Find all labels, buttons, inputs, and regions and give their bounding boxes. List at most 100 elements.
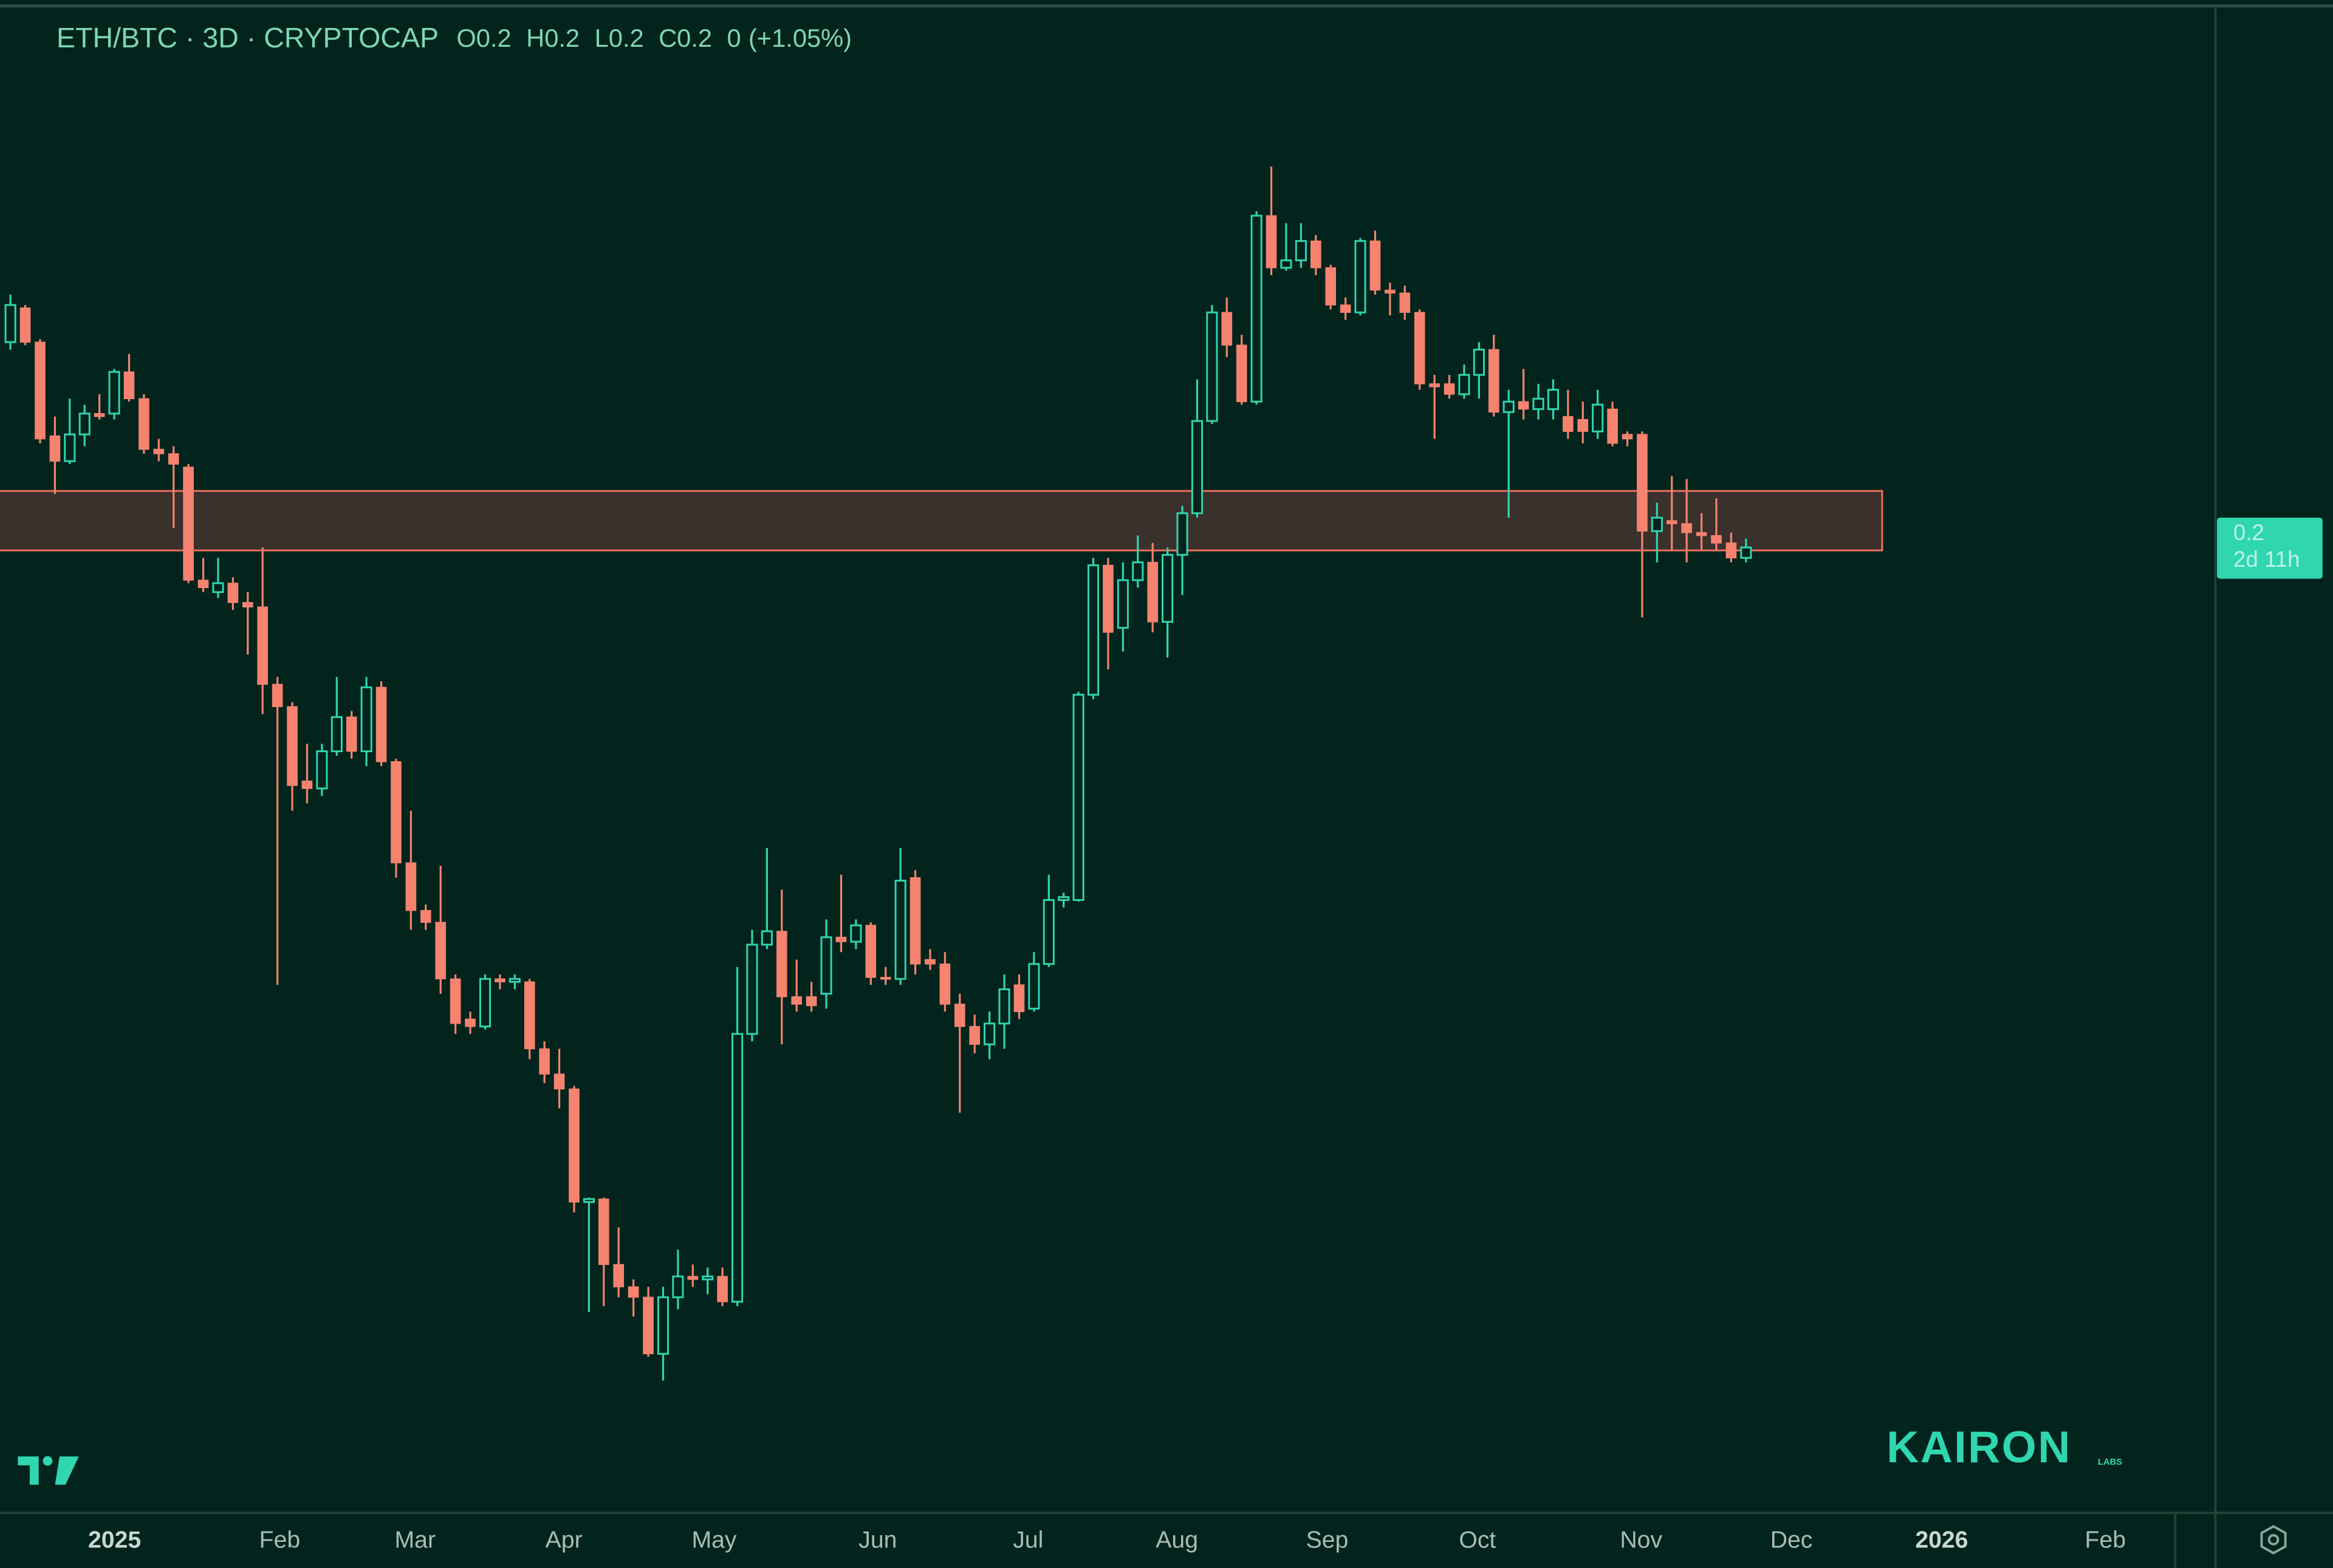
candle-body [746, 943, 758, 1035]
candle-body [242, 602, 253, 608]
legend-key: C [659, 24, 677, 52]
countdown: 2d 11h [2233, 547, 2300, 572]
candle-body [1132, 561, 1144, 581]
candle-body [776, 931, 787, 998]
price-label-text: 0.2 [2233, 520, 2264, 545]
candle-body [1206, 311, 1218, 422]
candle-body [301, 780, 313, 789]
legend-value: 0.2 [476, 24, 512, 52]
x-tick-label: Dec [1770, 1527, 1813, 1553]
candle-body [1236, 344, 1247, 402]
legend-key: O [456, 24, 476, 52]
candle-body [168, 453, 179, 465]
candle-body [539, 1048, 550, 1075]
candle-body [64, 433, 76, 462]
candle-body [1147, 561, 1159, 623]
x-tick-label: Feb [259, 1527, 301, 1553]
candle-body [375, 686, 387, 762]
price-label-box [2216, 518, 2323, 579]
legend-value: 0.2 [677, 24, 712, 52]
candle-body [998, 988, 1010, 1025]
candle-body [643, 1296, 654, 1355]
candle-body [910, 877, 921, 965]
candle-body [78, 413, 91, 436]
candle-body [1221, 312, 1233, 346]
candle-body [806, 996, 817, 1007]
candle-body [1369, 240, 1381, 291]
watermark-sub: LABS [2098, 1457, 2122, 1467]
candle-body [1028, 963, 1040, 1010]
x-tick-label: Feb [2085, 1527, 2126, 1553]
candle-body [1518, 401, 1529, 410]
candle-body [19, 307, 31, 343]
x-tick-label: Apr [546, 1527, 583, 1553]
x-tick-label: Mar [395, 1527, 436, 1553]
candle-body [272, 683, 283, 707]
x-tick-label: Nov [1620, 1527, 1662, 1553]
candle-body [420, 909, 431, 923]
candle-body [1117, 579, 1129, 629]
candle-body [1072, 694, 1084, 901]
zone [0, 490, 1883, 552]
candle-body [820, 936, 832, 995]
candle-body [1162, 553, 1174, 623]
candle-body [1547, 389, 1559, 410]
candle-body [1577, 419, 1589, 432]
candle-body [49, 435, 61, 462]
candle-body [1325, 267, 1337, 306]
candle-body [1696, 532, 1707, 536]
candle-body [4, 304, 16, 343]
candle-body [197, 580, 209, 588]
candle-body [123, 371, 135, 400]
candle-body [939, 964, 951, 1005]
candle-body [435, 922, 447, 980]
candle-body [1013, 984, 1025, 1012]
candle-body [465, 1018, 476, 1027]
icon-dot [2267, 1534, 2280, 1546]
candle-body [331, 716, 343, 753]
candle-body [1429, 383, 1440, 388]
candle-body [227, 583, 239, 603]
logo-part [43, 1456, 53, 1466]
candle-body [139, 398, 149, 450]
candle-body [1310, 240, 1321, 269]
candles [4, 166, 1752, 1381]
x-tick-label: Oct [1459, 1527, 1496, 1553]
candle-body [1711, 535, 1722, 544]
candle-body [1592, 403, 1604, 433]
candle-body [524, 981, 535, 1050]
candle-body [761, 930, 773, 946]
candle-body [1250, 214, 1262, 403]
x-tick-label: 2026 [1915, 1527, 1968, 1553]
tv-logo [18, 1456, 79, 1485]
candle-body [1087, 564, 1100, 696]
candle-body [1532, 397, 1544, 410]
candle-body [1725, 543, 1737, 559]
candle-body [153, 448, 165, 454]
candle-body [717, 1276, 728, 1303]
candle-body [316, 750, 328, 790]
candle-body [108, 371, 120, 415]
candle-body [1399, 292, 1411, 313]
header: ETH/BTC · 3D · CRYPTOCAP O0.2 H0.2 L0.2 C0.2… [57, 22, 852, 53]
candle-body [1563, 416, 1574, 432]
candle-body [672, 1275, 684, 1298]
time-axis: 2025 Feb Mar Apr May Jun Jul Aug Sep Oct Nov Dec 202… [88, 1527, 2126, 1553]
candle-body [35, 341, 46, 440]
candle-body [894, 880, 906, 980]
candle-body [1295, 240, 1307, 262]
settings-icon[interactable] [2260, 1525, 2287, 1555]
x-tick-label: Aug [1156, 1527, 1198, 1553]
candle-body [360, 686, 372, 753]
candle-body [183, 467, 194, 581]
legend-value: 0.2 [609, 24, 644, 52]
price-label: 0.22d 11h [2216, 518, 2323, 579]
candle-body [1354, 240, 1366, 313]
candle-body [954, 1004, 965, 1027]
candle-body [1458, 374, 1470, 395]
candle-body [1058, 896, 1070, 901]
candle-body [969, 1025, 981, 1045]
candle-body [835, 936, 847, 942]
candle-body [1191, 420, 1203, 515]
symbol: ETH/BTC · 3D · CRYPTOCAP [57, 22, 439, 53]
